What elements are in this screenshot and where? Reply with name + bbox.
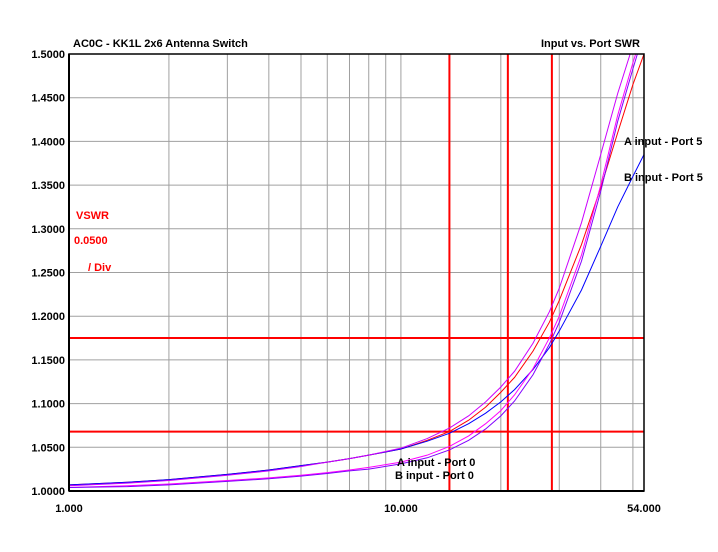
x-tick-label: 54.000	[627, 503, 661, 515]
series-line-5	[69, 54, 638, 488]
y-tick-label: 1.0000	[31, 486, 65, 498]
annotation-a-port5: A input - Port 5	[624, 136, 702, 148]
series-line-3	[69, 54, 631, 487]
y-tick-label: 1.3500	[31, 180, 65, 192]
y-tick-label: 1.0500	[31, 442, 65, 454]
annotation-b-port0: B input - Port 0	[395, 470, 474, 482]
series-line-2	[69, 154, 644, 486]
y-tick-label: 1.2500	[31, 268, 65, 280]
ylabel-line-1: VSWR	[76, 210, 109, 222]
chart-subtitle: Input vs. Port SWR	[541, 38, 640, 50]
y-tick-label: 1.4000	[31, 136, 65, 148]
y-tick-label: 1.1000	[31, 399, 65, 411]
y-tick-label: 1.5000	[31, 49, 65, 61]
x-tick-label: 10.000	[384, 503, 418, 515]
y-tick-label: 1.1500	[31, 355, 65, 367]
y-tick-label: 1.3000	[31, 224, 65, 236]
chart-title: AC0C - KK1L 2x6 Antenna Switch	[73, 38, 248, 50]
ylabel-line-3: / Div	[88, 262, 112, 274]
y-tick-label: 1.4500	[31, 93, 65, 105]
annotation-a-port0: A input - Port 0	[397, 457, 475, 469]
ylabel-line-2: 0.0500	[74, 235, 108, 247]
y-tick-label: 1.2000	[31, 311, 65, 323]
annotation-b-port5: B input - Port 5	[624, 172, 703, 184]
x-tick-label: 1.000	[55, 503, 83, 515]
series-line-4	[69, 54, 637, 488]
